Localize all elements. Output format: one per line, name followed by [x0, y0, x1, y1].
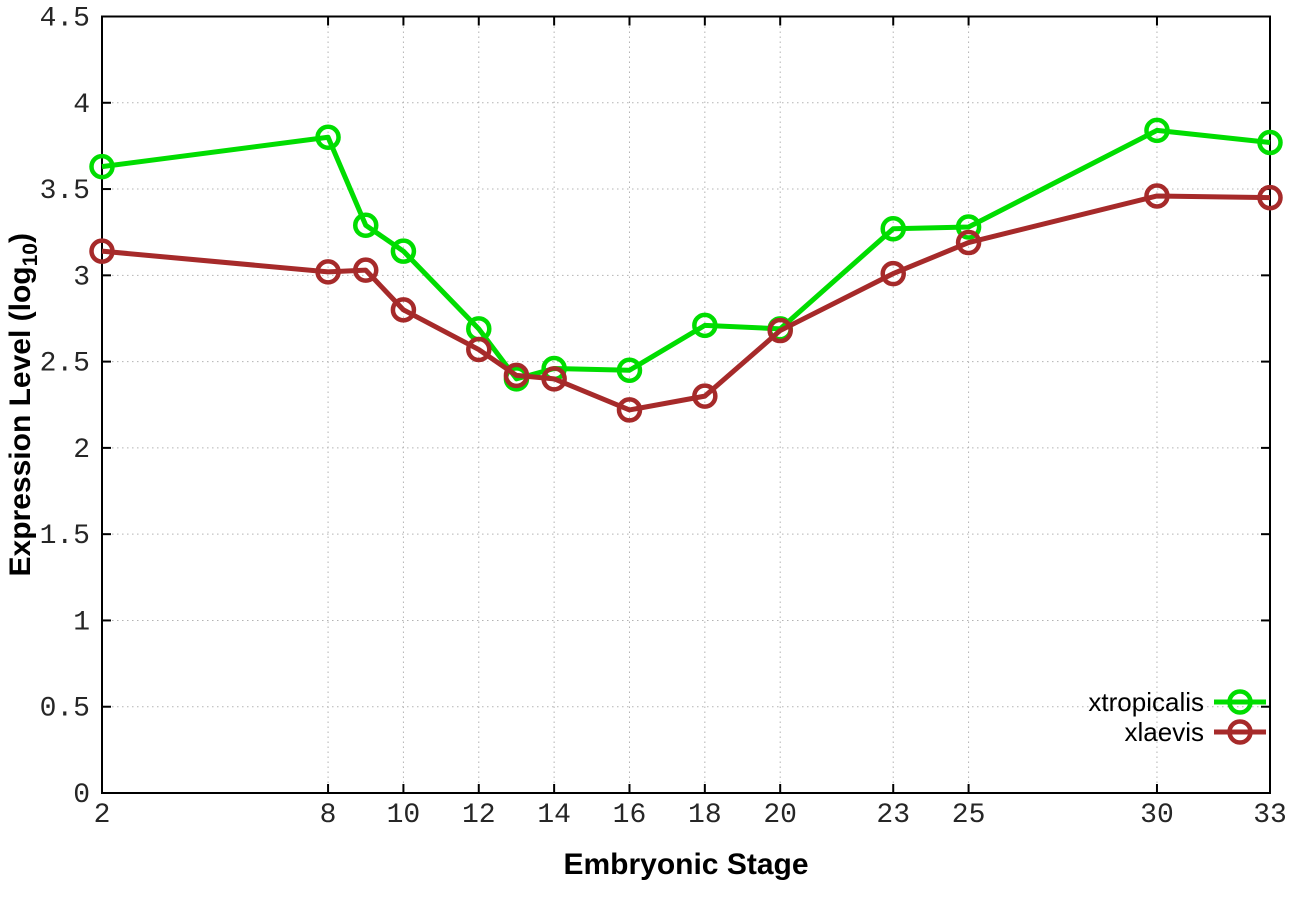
tick-marks	[101, 15, 1271, 794]
series-xlaevis-marker	[880, 260, 906, 287]
legend-label-xtropicalis: xtropicalis	[1088, 687, 1204, 717]
x-tick-label: 23	[876, 800, 910, 831]
y-tick-label: 3.5	[40, 176, 90, 207]
plot-border	[101, 15, 1271, 794]
series-xtropicalis-marker	[1144, 117, 1170, 144]
x-tick-label: 25	[952, 800, 986, 831]
y-tick-label: 0	[73, 780, 90, 811]
plot-frame	[101, 15, 1271, 794]
series-xlaevis-marker	[955, 229, 982, 256]
series-xtropicalis-marker	[352, 212, 379, 239]
series-xtropicalis-marker	[692, 312, 718, 339]
legend-sample-marker-xlaevis	[1227, 719, 1253, 745]
x-tick-label: 18	[688, 800, 722, 831]
axis-titles: Embryonic Stage Expression Level (log10)	[4, 233, 809, 881]
series-xtropicalis-marker	[1257, 129, 1283, 156]
y-tick-label: 0.5	[40, 694, 90, 725]
x-axis-title: Embryonic Stage	[563, 848, 808, 881]
grid	[101, 16, 1271, 794]
legend-sample-marker-xtropicalis	[1227, 689, 1253, 715]
tick-labels: 2 8 10 12 14 16 18 20 23 25 30 33 0 0.5 1 1.5 2 2.5 3 3.5 4 4…	[40, 4, 1287, 832]
series-xlaevis-marker	[616, 397, 643, 423]
series-xtropicalis-marker	[955, 214, 982, 240]
series-xlaevis-marker	[466, 336, 492, 363]
x-tick-label: 33	[1253, 800, 1287, 831]
x-tick-label: 16	[613, 800, 647, 831]
series-xtropicalis-marker	[390, 238, 417, 264]
x-tick-label: 8	[320, 800, 337, 831]
series-xlaevis-marker	[89, 238, 115, 264]
y-tick-label: 4	[73, 90, 90, 121]
series-xtropicalis-marker	[89, 153, 115, 180]
series-xtropicalis-marker	[880, 215, 906, 242]
series-xlaevis-marker	[390, 297, 417, 323]
series-xlaevis-marker	[767, 317, 793, 344]
x-tick-label: 12	[462, 800, 496, 831]
series-xlaevis-marker	[1144, 183, 1170, 209]
series-xlaevis-marker	[315, 259, 341, 285]
x-tick-label: 2	[94, 800, 111, 831]
series-xlaevis-marker	[692, 383, 718, 409]
x-tick-label: 10	[387, 800, 421, 831]
series-xlaevis-marker	[352, 257, 379, 283]
y-tick-label: 3	[73, 262, 90, 293]
y-tick-label: 1.5	[40, 521, 90, 552]
series-xtropicalis-marker	[315, 124, 341, 151]
y-tick-label: 2.5	[40, 349, 90, 380]
series-xlaevis-marker	[541, 366, 567, 392]
y-tick-label: 1	[73, 607, 90, 638]
y-axis-title: Expression Level (log10)	[4, 233, 42, 576]
x-tick-label: 30	[1140, 800, 1174, 831]
series-xlaevis-marker	[503, 362, 530, 389]
legend-label-xlaevis: xlaevis	[1125, 717, 1204, 747]
series-xlaevis-line	[101, 193, 1271, 413]
y-tick-label: 4.5	[40, 4, 90, 35]
x-tick-label: 14	[537, 800, 571, 831]
series-xtropicalis-line	[101, 127, 1271, 382]
series-xlaevis	[89, 183, 1283, 423]
series-xlaevis-marker	[1257, 184, 1283, 211]
y-tick-label: 2	[73, 435, 90, 466]
series-xtropicalis	[89, 117, 1283, 392]
series-xtropicalis-marker	[616, 357, 643, 383]
x-tick-label: 20	[763, 800, 797, 831]
